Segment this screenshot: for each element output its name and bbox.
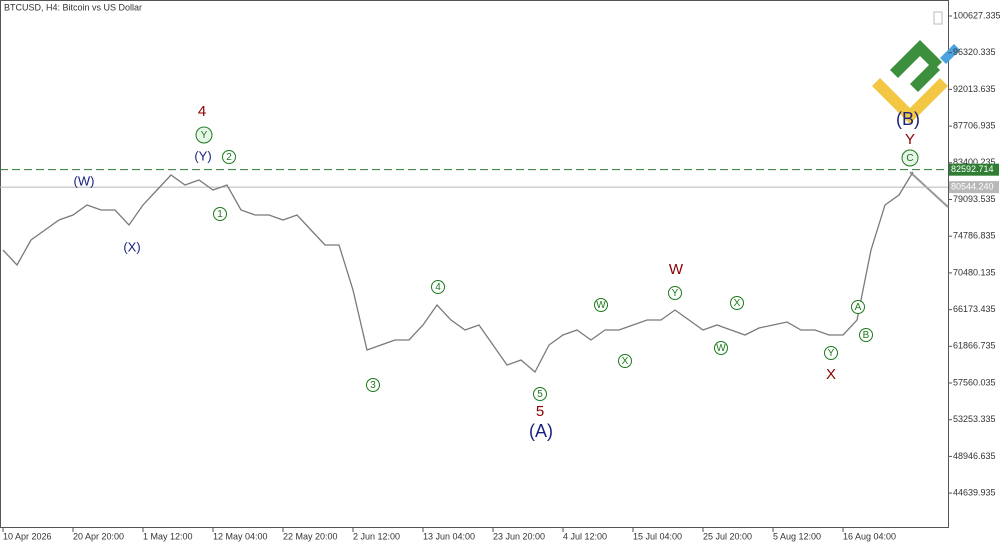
- x-tick-label: 22 May 20:00: [283, 531, 338, 541]
- wave-circle: [714, 341, 728, 355]
- wave-label: 5: [536, 403, 544, 420]
- wave-label: A: [855, 302, 862, 313]
- x-tick-label: 25 Jul 20:00: [703, 531, 752, 541]
- y-tick-label: 92013.635: [953, 84, 996, 94]
- wave-circle: [366, 378, 380, 392]
- wave-label: W: [716, 343, 726, 354]
- projection-line: [909, 171, 949, 208]
- x-tick-label: 13 Jun 04:00: [423, 531, 475, 541]
- price-tag: [949, 181, 999, 194]
- x-tick-label: 2 Jun 12:00: [353, 531, 400, 541]
- wave-label: W: [669, 261, 684, 278]
- price-tag-label: 82592.714: [951, 164, 994, 174]
- wave-label: (W): [74, 173, 95, 188]
- wave-label: (B): [896, 109, 920, 129]
- y-tick-label: 44639.935: [953, 487, 996, 497]
- y-tick-label: 83400.235: [953, 157, 996, 167]
- wave-label: 4: [198, 103, 206, 120]
- wave-label: 1: [217, 209, 223, 220]
- wave-label: (Y): [194, 148, 211, 163]
- y-tick-label: 96320.335: [953, 47, 996, 57]
- wave-label: Y: [905, 131, 915, 148]
- price-tag-label: 80544.240: [951, 182, 994, 192]
- wave-label: W: [596, 300, 606, 311]
- x-tick-label: 4 Jul 12:00: [563, 531, 607, 541]
- wave-label: (A): [529, 421, 553, 441]
- wave-circle: [213, 207, 227, 221]
- price-tag: [949, 163, 999, 176]
- x-tick-label: 16 Aug 04:00: [843, 531, 896, 541]
- wave-label: X: [734, 298, 741, 309]
- y-tick-label: 48946.635: [953, 451, 996, 461]
- wave-circle: [618, 354, 632, 368]
- chart-title: BTCUSD, H4: Bitcoin vs US Dollar: [4, 2, 142, 12]
- wave-label: B: [863, 330, 870, 341]
- wave-circle: [851, 300, 865, 314]
- wave-circle: [668, 286, 682, 300]
- wave-circle: [195, 126, 213, 144]
- x-tick-label: 12 May 04:00: [213, 531, 268, 541]
- wave-circle: [859, 328, 873, 342]
- x-tick-label: 10 Apr 2026: [3, 531, 52, 541]
- x-tick-label: 5 Aug 12:00: [773, 531, 821, 541]
- x-tick-label: 23 Jun 20:00: [493, 531, 545, 541]
- wave-label: Y: [828, 348, 835, 359]
- y-tick-label: 61866.735: [953, 341, 996, 351]
- plot-frame: [0, 0, 949, 528]
- wave-circle: [824, 346, 838, 360]
- wave-circle: [594, 298, 608, 312]
- wave-circle: [222, 150, 236, 164]
- wave-label: Y: [672, 288, 679, 299]
- wave-label: 4: [435, 282, 441, 293]
- wave-label: C: [906, 153, 913, 164]
- wave-circle: [730, 296, 744, 310]
- y-tick-label: 70480.135: [953, 267, 996, 277]
- wave-circle: [431, 280, 445, 294]
- wave-label: X: [622, 356, 629, 367]
- wave-label: 2: [226, 152, 232, 163]
- x-tick-label: 1 May 12:00: [143, 531, 193, 541]
- wave-label: 3: [370, 380, 376, 391]
- wave-label: Y: [201, 130, 208, 141]
- price-line: [2, 171, 914, 374]
- wave-circle: [901, 149, 919, 167]
- y-tick-label: 66173.435: [953, 304, 996, 314]
- logo: [872, 40, 960, 124]
- wave-label: (X): [123, 239, 140, 254]
- y-tick-label: 100627.335: [953, 10, 1000, 20]
- scroll-icon[interactable]: [933, 11, 943, 25]
- x-tick-label: 15 Jul 04:00: [633, 531, 682, 541]
- x-tick-label: 20 Apr 20:00: [73, 531, 124, 541]
- y-tick-label: 79093.535: [953, 194, 996, 204]
- wave-label: 5: [537, 389, 543, 400]
- wave-label: X: [826, 366, 836, 383]
- y-tick-label: 87706.935: [953, 120, 996, 130]
- y-tick-label: 74786.835: [953, 231, 996, 241]
- y-tick-label: 57560.035: [953, 377, 996, 387]
- y-tick-label: 53253.335: [953, 414, 996, 424]
- wave-circle: [533, 387, 547, 401]
